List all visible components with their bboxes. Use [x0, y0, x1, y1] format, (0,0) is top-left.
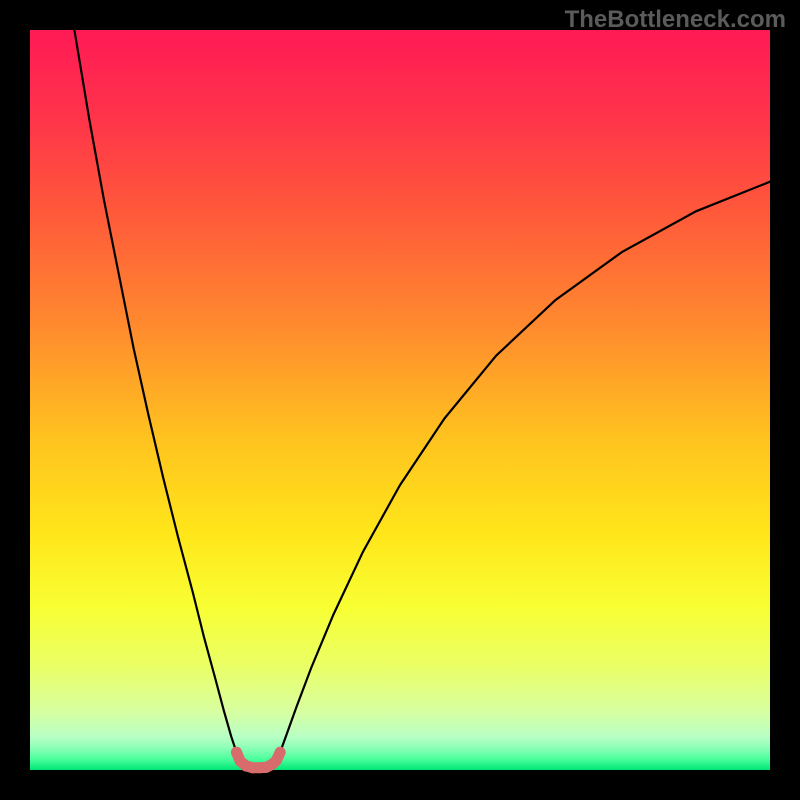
attribution-text: TheBottleneck.com: [565, 6, 786, 34]
chart-plot-area: [30, 30, 770, 770]
